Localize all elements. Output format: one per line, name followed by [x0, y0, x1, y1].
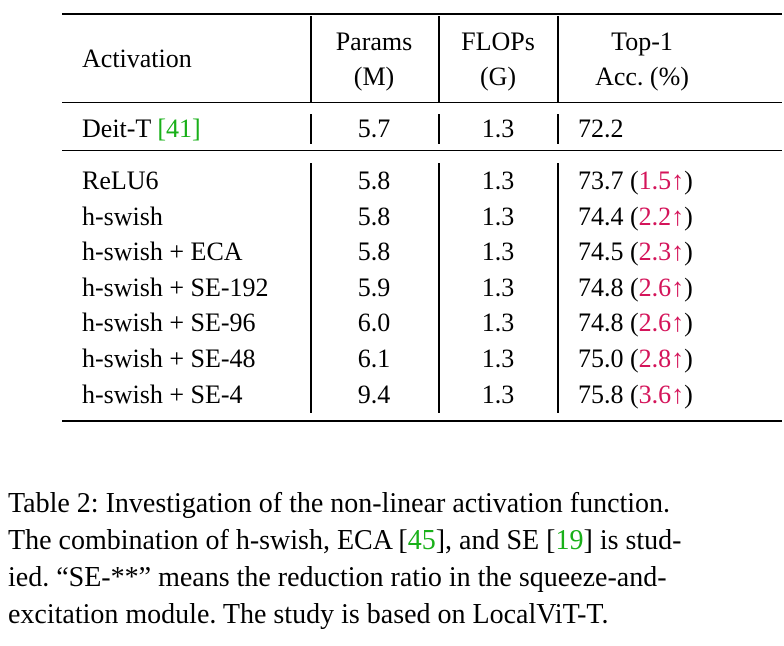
row-flops: 1.3 — [481, 201, 515, 231]
header-flops-line1: FLOPs — [461, 27, 535, 56]
caption-line-2-part-c: ] is stud- — [583, 525, 682, 556]
row-flops: 1.3 — [481, 237, 515, 267]
header-acc-line2: Acc. (%) — [595, 62, 689, 91]
col-separator-2-body — [438, 163, 440, 413]
row-acc: 74.8 — [578, 272, 624, 302]
row-params: 5.8 — [357, 237, 391, 267]
col-separator-3 — [557, 16, 559, 102]
baseline-cite-open: [ — [157, 114, 167, 143]
row-acc-gain: 2.8↑ — [638, 344, 685, 373]
baseline-bottom-rule — [62, 150, 782, 152]
row-params: 6.1 — [357, 344, 391, 373]
table-caption: Table 2: Investigation of the non-linear… — [8, 485, 776, 633]
row-acc: 74.8 — [578, 308, 624, 338]
caption-line-3: ied. “SE-**” means the reduction ratio i… — [8, 562, 667, 593]
row-acc-gain: 2.3↑ — [638, 237, 685, 267]
row-acc: 75.0 — [578, 344, 624, 373]
caption-line-2-part-b: ], and SE [ — [435, 525, 556, 556]
header-flops-line2: (G) — [479, 62, 517, 91]
baseline-cite-close: ] — [192, 114, 201, 143]
col-separator-1-body — [310, 163, 312, 413]
header-acc-line1: Top-1 — [611, 27, 673, 56]
caption-line-1: Table 2: Investigation of the non-linear… — [8, 488, 671, 519]
row-params: 5.9 — [357, 272, 391, 302]
row-activation: ReLU6 — [82, 166, 159, 195]
caption-line-2: The combination of h-swish, ECA [45], an… — [8, 522, 776, 559]
row-flops: 1.3 — [481, 379, 515, 409]
row-acc: 74.4 — [578, 201, 624, 231]
header-params-line1: Params — [335, 27, 413, 56]
row-acc-gain: 3.6↑ — [638, 379, 685, 409]
row-acc-cell: 74.4 (2.2↑) — [578, 201, 693, 231]
row-acc-cell: 74.8 (2.6↑) — [578, 272, 693, 302]
row-acc: 74.5 — [578, 237, 624, 267]
row-acc-gain: 1.5↑ — [638, 166, 685, 195]
col-separator-1 — [310, 16, 312, 102]
row-acc: 73.7 — [578, 166, 624, 195]
col-separator-2-baseline — [438, 114, 440, 144]
baseline-name: Deit-T — [82, 114, 151, 143]
row-activation: h-swish + SE-48 — [82, 344, 256, 373]
caption-line-2-part-a: The combination of h-swish, ECA [ — [8, 525, 408, 556]
row-acc: 75.8 — [578, 379, 624, 409]
header-params-line2: (M) — [353, 62, 395, 91]
row-params: 5.8 — [357, 201, 391, 231]
row-flops: 1.3 — [481, 344, 515, 373]
row-params: 5.8 — [357, 166, 391, 195]
row-acc-gain: 2.6↑ — [638, 308, 685, 338]
baseline-citation[interactable]: [41] — [157, 114, 200, 143]
row-flops: 1.3 — [481, 308, 515, 338]
col-separator-3-body — [557, 163, 559, 413]
header-activation: Activation — [82, 44, 192, 73]
row-params: 6.0 — [357, 308, 391, 338]
col-separator-2 — [438, 16, 440, 102]
row-activation: h-swish + ECA — [82, 237, 243, 267]
row-params: 9.4 — [357, 379, 391, 409]
row-acc-cell: 75.8 (3.6↑) — [578, 379, 693, 409]
table-bottom-rule — [62, 420, 782, 423]
row-activation: h-swish + SE-192 — [82, 272, 269, 302]
row-acc-cell: 74.5 (2.3↑) — [578, 237, 693, 267]
caption-cite-se[interactable]: 19 — [555, 525, 584, 556]
row-acc-cell: 75.0 (2.8↑) — [578, 344, 693, 373]
caption-cite-eca[interactable]: 45 — [407, 525, 436, 556]
row-flops: 1.3 — [481, 166, 515, 195]
baseline-acc: 72.2 — [578, 114, 624, 143]
header-bottom-rule — [62, 102, 782, 104]
baseline-params: 5.7 — [357, 114, 391, 143]
row-activation: h-swish — [82, 201, 163, 231]
row-acc-gain: 2.6↑ — [638, 272, 685, 302]
caption-line-4: excitation module. The study is based on… — [8, 599, 609, 630]
col-separator-1-baseline — [310, 114, 312, 144]
row-acc-gain: 2.2↑ — [638, 201, 685, 231]
baseline-cite-number: 41 — [166, 114, 193, 143]
baseline-flops: 1.3 — [481, 114, 515, 143]
row-activation: h-swish + SE-4 — [82, 379, 243, 409]
row-acc-cell: 74.8 (2.6↑) — [578, 308, 693, 338]
row-acc-cell: 73.7 (1.5↑) — [578, 166, 693, 195]
baseline-name-cell: Deit-T [41] — [82, 112, 201, 146]
row-flops: 1.3 — [481, 272, 515, 302]
col-separator-3-baseline — [557, 114, 559, 144]
table-top-rule — [62, 13, 782, 16]
row-activation: h-swish + SE-96 — [82, 308, 256, 338]
